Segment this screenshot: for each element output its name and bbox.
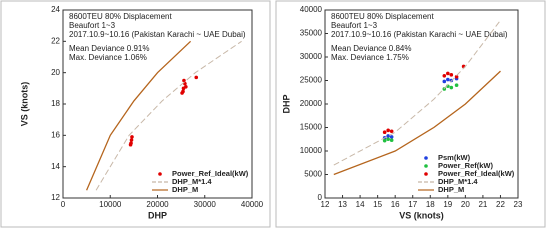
series-line [86, 40, 192, 191]
data-point [389, 138, 394, 142]
x-tick-label: 10000 [99, 200, 122, 209]
x-tick-label: 19 [443, 200, 452, 209]
y-tick-label: 40000 [300, 5, 323, 14]
data-point [449, 73, 454, 77]
data-point [184, 84, 188, 89]
annotation: Max. Deviance 1.06% [69, 53, 147, 62]
x-axis-label: DHP [148, 210, 167, 220]
x-tick-label: 20000 [146, 200, 169, 209]
series-line [333, 70, 501, 176]
y-tick-label: 14 [51, 162, 60, 171]
x-axis-label: VS (knots) [399, 210, 444, 220]
data-point [389, 129, 394, 134]
data-point [129, 141, 133, 145]
annotation: Max. Deviance 1.75% [331, 53, 409, 62]
legend-label: DHP_M [172, 185, 198, 194]
page: 0 10000 20000 30000 40000 12 14 16 18 20 22 24 DHP VS… [0, 0, 546, 228]
legend-label: Power_Ref_Ideal(kW) [438, 169, 515, 178]
x-tick-label: 14 [356, 200, 365, 209]
y-tick-label: 30000 [300, 52, 323, 61]
annotation: 2017.10.9~10.16 (Pakistan Karachi ~ UAE … [331, 30, 508, 39]
y-tick-label: 5000 [304, 170, 322, 179]
y-axis-label: DHP [281, 94, 291, 113]
x-tick-label: 17 [408, 200, 417, 209]
x-tick-label: 18 [426, 200, 435, 209]
data-point [446, 71, 450, 76]
annotation: Mean Deviance 0.91% [69, 44, 150, 53]
plot-area [324, 9, 519, 199]
y-tick-label: 35000 [300, 29, 323, 38]
legend-symbol [424, 156, 428, 160]
annotation: Beaufort 1~3 [69, 21, 116, 30]
y-tick-label: 12 [51, 193, 60, 202]
x-tick-label: 13 [338, 200, 347, 209]
annotation: 8600TEU 80% Displacement [331, 12, 434, 21]
annotation: Beaufort 1~3 [331, 21, 378, 30]
data-point [442, 79, 447, 84]
series-line [333, 19, 501, 166]
x-tick-label: 23 [514, 200, 523, 209]
y-tick-label: 24 [51, 5, 60, 14]
data-point [386, 134, 390, 138]
annotation: 2017.10.9~10.16 (Pakistan Karachi ~ UAE … [69, 30, 246, 39]
legend-label: Power_Ref(kW) [438, 161, 494, 170]
data-point [389, 135, 394, 139]
legend-symbol [424, 164, 428, 168]
panel-frame [0, 0, 271, 228]
x-tick-label: 22 [496, 200, 505, 209]
x-tick-label: 21 [478, 200, 487, 209]
data-point [454, 83, 459, 87]
data-point [449, 85, 454, 90]
y-tick-label: 18 [51, 99, 60, 108]
series-line [95, 40, 242, 191]
data-point [181, 89, 185, 94]
x-tick-label: 16 [391, 200, 400, 209]
y-tick-label: 16 [51, 130, 60, 139]
y-tick-label: 15000 [300, 123, 323, 132]
data-point [182, 78, 186, 83]
legend-label: DHP_M*1.4 [438, 177, 478, 186]
plot-area [62, 9, 253, 199]
data-point [386, 137, 390, 142]
data-point [442, 74, 447, 78]
data-point [382, 138, 387, 143]
legend-label: DHP_M [438, 185, 464, 194]
y-tick-label: 20 [51, 68, 60, 77]
x-tick-label: 12 [321, 200, 330, 209]
x-tick-label: 0 [61, 200, 66, 209]
y-tick-label: 10000 [300, 146, 323, 155]
x-tick-label: 20 [461, 200, 470, 209]
y-tick-label: 0 [318, 193, 323, 202]
data-point [454, 74, 459, 79]
annotation: Mean Deviance 0.84% [331, 44, 412, 53]
x-tick-label: 15 [373, 200, 382, 209]
y-tick-label: 22 [51, 36, 60, 45]
data-point [386, 128, 390, 133]
data-point [129, 138, 134, 142]
data-point [446, 77, 450, 82]
legend-label: Power_Ref_Ideal(kW) [172, 169, 249, 178]
y-tick-label: 25000 [300, 76, 323, 85]
x-tick-label: 30000 [194, 200, 217, 209]
annotation: 8600TEU 80% Displacement [69, 12, 172, 21]
y-axis-label: VS (knots) [19, 82, 29, 127]
legend-label: DHP_M*1.4 [172, 177, 212, 186]
legend-symbol [158, 172, 162, 176]
panel-frame [275, 0, 546, 228]
y-tick-label: 20000 [300, 99, 323, 108]
data-point [194, 75, 199, 80]
x-tick-label: 40000 [241, 200, 264, 209]
legend-symbol [424, 172, 428, 176]
data-point [382, 130, 387, 134]
legend-label: Psm(kW) [438, 153, 471, 162]
data-point [130, 135, 134, 139]
